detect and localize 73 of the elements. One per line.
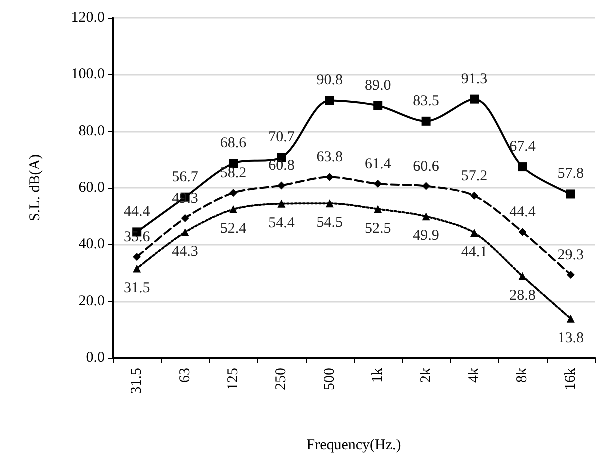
x-tick-label: 16k <box>562 368 579 390</box>
y-tick-label: 100.0 <box>71 66 105 83</box>
point <box>374 205 382 214</box>
point <box>566 270 575 279</box>
point <box>326 200 334 208</box>
point <box>566 314 575 323</box>
y-axis-title: S.L. dB(A) <box>28 154 44 222</box>
x-tick-label: 8k <box>514 368 531 383</box>
data-label: 89.0 <box>364 78 392 94</box>
x-tick-label: 2k <box>418 368 434 383</box>
data-label: 67.4 <box>510 139 536 156</box>
y-tick-label: 60.0 <box>78 180 105 196</box>
data-label: 91.3 <box>461 71 488 88</box>
point <box>422 212 430 221</box>
y-tick-label: 80.0 <box>78 123 105 140</box>
point <box>133 264 142 273</box>
data-label: 44.4 <box>124 204 151 220</box>
data-label: 13.8 <box>558 330 584 346</box>
data-label: 52.4 <box>220 221 248 238</box>
x-tick-label: 63 <box>177 368 194 383</box>
data-label: 44.4 <box>510 204 536 221</box>
y-tick-label: 40.0 <box>78 236 105 253</box>
data-label: 28.8 <box>510 288 536 304</box>
point <box>230 189 238 198</box>
data-label: 60.8 <box>268 158 295 174</box>
data-label: 54.5 <box>316 215 344 232</box>
point <box>278 200 286 208</box>
x-tick-label: 250 <box>274 368 290 390</box>
data-label: 90.8 <box>316 72 344 89</box>
data-label: 63.8 <box>316 150 344 166</box>
point <box>181 228 190 236</box>
point <box>133 253 142 262</box>
data-label: 54.4 <box>268 215 296 232</box>
x-tick-label: 125 <box>226 368 242 390</box>
data-label: 57.2 <box>461 168 488 184</box>
point <box>374 180 382 188</box>
x-tick-label: 4k <box>466 368 482 383</box>
data-label: 44.3 <box>172 244 198 260</box>
point <box>566 190 576 199</box>
data-label: 60.6 <box>413 158 440 175</box>
x-tick-label: 31.5 <box>129 368 146 394</box>
x-tick-label: 1k <box>370 368 386 383</box>
y-tick-label: 120.0 <box>71 10 105 26</box>
data-label: 68.6 <box>220 136 248 152</box>
data-label: 52.5 <box>364 220 392 237</box>
point <box>181 214 190 222</box>
point <box>470 229 478 238</box>
y-tick-label: 0.0 <box>86 350 105 366</box>
x-tick-label: 500 <box>322 368 338 390</box>
point <box>278 182 286 190</box>
data-label: 29.3 <box>558 247 584 264</box>
data-label: 56.7 <box>172 169 199 186</box>
point <box>422 116 431 126</box>
data-label: 70.7 <box>268 130 296 146</box>
point <box>422 182 430 190</box>
y-tick-label: 20.0 <box>78 293 105 310</box>
point <box>470 192 478 200</box>
data-label: 57.8 <box>558 166 584 182</box>
data-label: 58.2 <box>220 166 247 182</box>
point <box>518 162 528 172</box>
point <box>374 101 383 110</box>
data-label: 61.4 <box>364 156 392 173</box>
point <box>470 94 479 104</box>
point <box>326 173 334 182</box>
point <box>518 272 527 280</box>
data-label: 31.5 <box>124 280 150 296</box>
x-axis-title: Frequency(Hz.) <box>306 438 402 454</box>
data-label: 83.5 <box>413 93 440 110</box>
point <box>230 206 238 214</box>
data-label: 44.1 <box>461 244 488 261</box>
point <box>518 228 527 236</box>
data-label: 49.9 <box>413 228 440 244</box>
point <box>325 96 334 106</box>
